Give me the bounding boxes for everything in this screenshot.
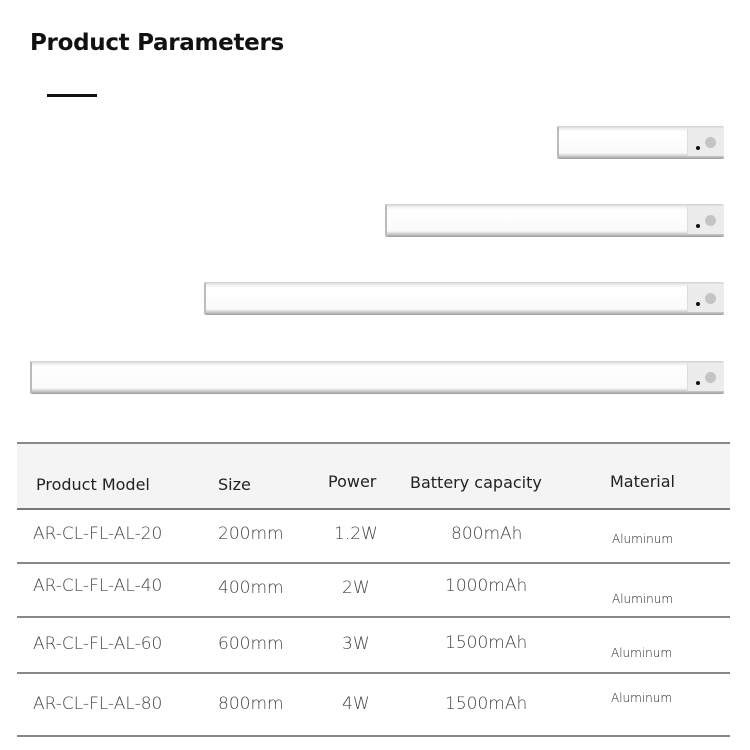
parameters-table: Product Model Size Power Battery capacit… [17,442,730,737]
sensor-icon [705,215,716,226]
cell-power: 3W [342,634,370,654]
cell-material: Aluminum [612,592,674,606]
cell-model: AR-CL-FL-AL-20 [33,524,163,544]
sensor-icon [705,137,716,148]
header-material: Material [610,472,675,491]
cell-battery: 800mAh [451,524,523,544]
indicator-dot-icon [696,146,700,150]
sensor-icon [705,372,716,383]
cell-size: 200mm [218,524,284,544]
cell-model: AR-CL-FL-AL-40 [33,576,163,596]
end-cap [687,364,724,391]
sensor-icon [705,293,716,304]
cell-power: 1.2W [334,524,378,544]
cell-battery: 1000mAh [445,576,528,596]
indicator-dot-icon [696,224,700,228]
indicator-dot-icon [696,302,700,306]
indicator-dot-icon [696,381,700,385]
cell-model: AR-CL-FL-AL-80 [33,694,163,714]
header-battery: Battery capacity [410,473,542,492]
cell-size: 400mm [218,578,284,598]
table-row: AR-CL-FL-AL-60 600mm 3W 1500mAh Aluminum [17,618,730,674]
light-bar-800mm [30,361,724,394]
end-cap [687,285,724,312]
page-title: Product Parameters [30,30,284,56]
end-cap [687,129,724,156]
cell-material: Aluminum [611,646,673,660]
table-row: AR-CL-FL-AL-40 400mm 2W 1000mAh Aluminum [17,564,730,618]
cell-battery: 1500mAh [445,694,528,714]
cell-battery: 1500mAh [445,633,528,653]
light-bar-400mm [385,204,724,237]
header-model: Product Model [36,475,150,494]
header-size: Size [218,475,251,494]
table-header: Product Model Size Power Battery capacit… [17,444,730,510]
end-cap [687,207,724,234]
table-row: AR-CL-FL-AL-80 800mm 4W 1500mAh Aluminum [17,674,730,737]
cell-model: AR-CL-FL-AL-60 [33,634,163,654]
cell-material: Aluminum [611,691,673,705]
light-bar-600mm [204,282,724,315]
header-power: Power [328,472,377,491]
cell-material: Aluminum [612,532,674,546]
cell-power: 2W [342,578,370,598]
cell-size: 800mm [218,694,284,714]
title-underline [47,94,97,97]
light-bar-200mm [557,126,724,159]
table-row: AR-CL-FL-AL-20 200mm 1.2W 800mAh Aluminu… [17,510,730,564]
cell-size: 600mm [218,634,284,654]
cell-power: 4W [342,694,370,714]
